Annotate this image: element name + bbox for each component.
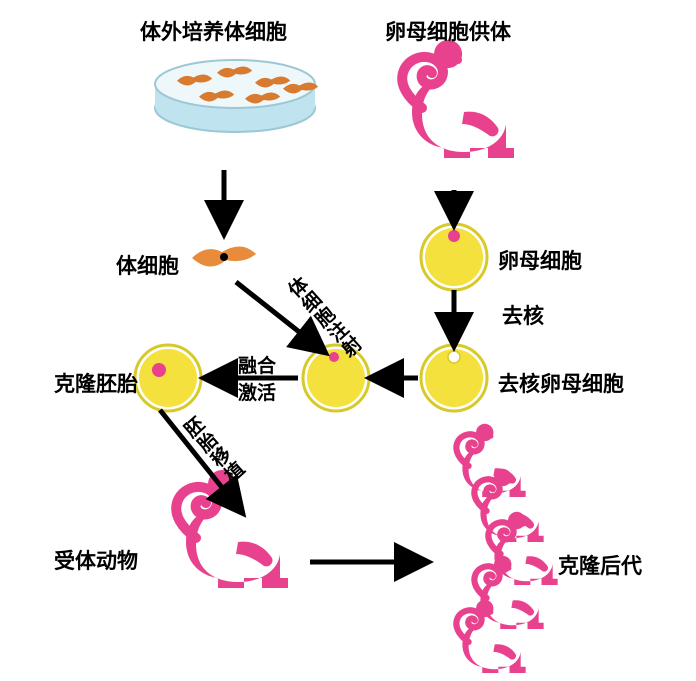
egg-enucleated <box>421 345 487 411</box>
label-oocyte: 卵母细胞 <box>498 245 582 275</box>
label-enucleate: 去核 <box>502 300 544 330</box>
label-culture-title: 体外培养体细胞 <box>140 16 287 46</box>
monkey-donor <box>402 40 514 158</box>
monkey-progeny-3 <box>474 556 543 629</box>
label-clone-embryo: 克隆胚胎 <box>54 368 138 398</box>
monkey-recipient <box>176 470 288 588</box>
egg-oocyte <box>421 224 487 290</box>
somatic-cell-glyph <box>192 246 256 266</box>
egg-clone <box>135 345 201 411</box>
label-clone-prog: 克隆后代 <box>558 550 642 580</box>
label-donor-title: 卵母细胞供体 <box>385 16 511 46</box>
petri-dish <box>155 60 318 132</box>
monkey-progeny-4 <box>456 600 525 673</box>
label-somatic-cell: 体细胞 <box>116 250 179 280</box>
label-fusion: 融合 <box>238 351 276 378</box>
label-activation: 激活 <box>238 378 276 405</box>
monkeys-group <box>176 40 557 673</box>
label-enucl-oocyte: 去核卵母细胞 <box>498 368 624 398</box>
egg-injected <box>303 345 369 411</box>
label-recipient: 受体动物 <box>54 545 138 575</box>
